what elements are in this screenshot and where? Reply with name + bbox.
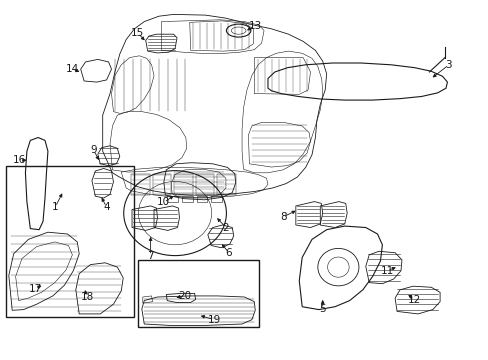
Text: 13: 13 [248,21,262,31]
Text: 16: 16 [13,155,26,165]
Text: 11: 11 [380,266,393,276]
Text: 8: 8 [280,212,286,222]
Text: 6: 6 [225,248,232,258]
Text: 10: 10 [157,197,170,207]
Text: 9: 9 [90,145,97,156]
Text: 14: 14 [65,64,79,74]
Text: 2: 2 [222,222,229,233]
Bar [138,260,259,327]
Text: 1: 1 [52,202,59,212]
Text: 19: 19 [207,315,221,325]
Text: 4: 4 [103,202,110,212]
Text: 20: 20 [178,291,191,301]
Text: 17: 17 [28,284,42,294]
Text: 3: 3 [445,60,451,70]
Text: 7: 7 [147,251,154,261]
Text: 15: 15 [131,28,144,38]
Text: 5: 5 [319,304,325,314]
Bar [6,166,134,317]
Text: 12: 12 [407,294,421,305]
Text: 18: 18 [80,292,94,302]
